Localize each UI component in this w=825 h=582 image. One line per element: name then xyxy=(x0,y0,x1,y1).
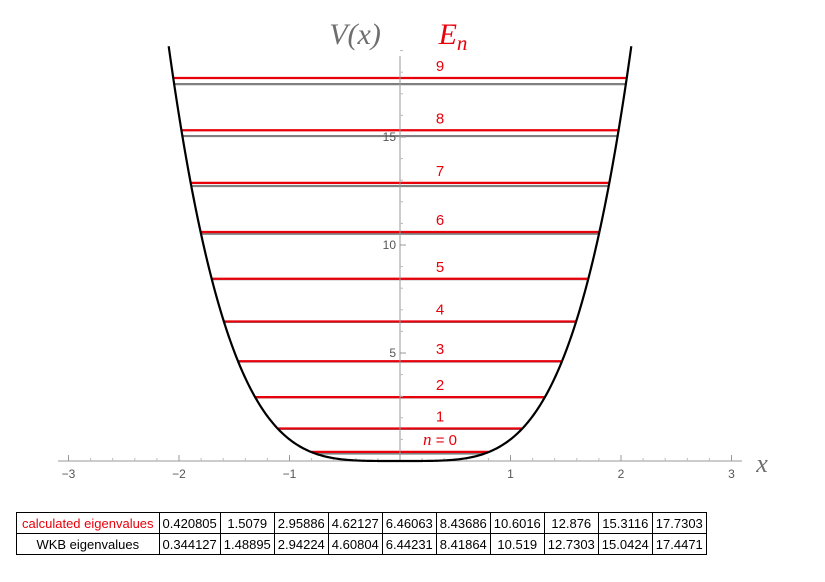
x-tick-label: 1 xyxy=(507,467,514,480)
table-cell: 0.420805 xyxy=(158,512,221,534)
axes xyxy=(58,56,742,462)
table-cell: 4.62127 xyxy=(327,512,383,534)
row-label: calculated eigenvalues xyxy=(16,512,160,534)
level-label: 3 xyxy=(436,341,444,358)
table-cell: 1.48895 xyxy=(219,533,275,555)
level-label: 2 xyxy=(436,377,444,394)
level-label: 7 xyxy=(436,163,444,180)
y-tick-label: 5 xyxy=(389,346,396,360)
row-label: WKB eigenvalues xyxy=(16,533,160,555)
y-tick-label: 10 xyxy=(383,238,397,252)
table-cell: 10.6016 xyxy=(489,512,545,534)
potential-axis-label: V(x) xyxy=(329,18,381,51)
table-row: calculated eigenvalues 0.420805 1.5079 2… xyxy=(16,512,707,534)
table-cell: 12.7303 xyxy=(543,533,599,555)
level-label: 6 xyxy=(436,212,444,229)
level-label: n = 0 xyxy=(423,430,457,449)
table-cell: 4.60804 xyxy=(327,533,383,555)
eigenvalue-table: calculated eigenvalues 0.420805 1.5079 2… xyxy=(16,512,707,555)
x-tick-label: −3 xyxy=(62,467,76,480)
table-cell: 6.44231 xyxy=(381,533,437,555)
level-label: 9 xyxy=(436,58,444,75)
table-cell: 15.0424 xyxy=(597,533,653,555)
chart: −3 −2 −1 1 2 3 5 10 15 n = 0 1 2 3 4 5 6 7 8 9 V(x) En x xyxy=(58,18,768,480)
table-cell: 17.4471 xyxy=(651,533,707,555)
table-cell: 8.43686 xyxy=(435,512,491,534)
level-labels: n = 0 1 2 3 4 5 6 7 8 9 xyxy=(423,58,457,449)
table-cell: 0.344127 xyxy=(158,533,221,555)
x-tick-label: 3 xyxy=(728,467,735,480)
table-cell: 12.876 xyxy=(543,512,599,534)
energy-axis-label: En xyxy=(438,18,468,55)
table-cell: 2.95886 xyxy=(273,512,329,534)
y-tick-label: 15 xyxy=(383,130,397,144)
x-axis-label: x xyxy=(755,449,768,478)
table-cell: 8.41864 xyxy=(435,533,491,555)
table-cell: 17.7303 xyxy=(651,512,707,534)
level-label: 4 xyxy=(436,301,444,318)
x-tick-label: −2 xyxy=(172,467,186,480)
table-row: WKB eigenvalues 0.344127 1.48895 2.94224… xyxy=(16,533,707,555)
table-cell: 1.5079 xyxy=(219,512,275,534)
table-cell: 2.94224 xyxy=(273,533,329,555)
potential-curve xyxy=(167,46,633,463)
level-label: 1 xyxy=(436,408,444,425)
table-cell: 15.3116 xyxy=(597,512,653,534)
x-tick-label: 2 xyxy=(618,467,625,480)
table-cell: 6.46063 xyxy=(381,512,437,534)
x-tick-label: −1 xyxy=(283,467,297,480)
table-cell: 10.519 xyxy=(489,533,545,555)
level-label: 8 xyxy=(436,110,444,127)
level-label: 5 xyxy=(436,259,444,276)
